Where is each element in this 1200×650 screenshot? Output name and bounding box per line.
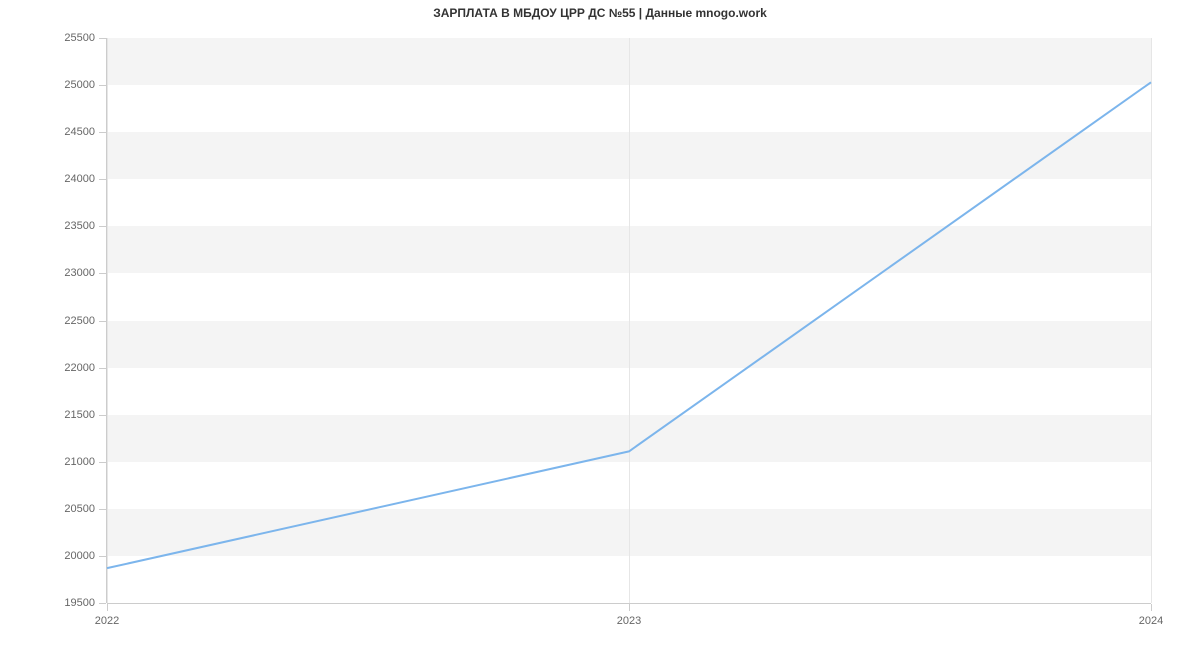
y-tick — [99, 85, 106, 86]
y-tick-label: 24500 — [35, 126, 95, 138]
y-tick — [99, 556, 106, 557]
y-tick — [99, 321, 106, 322]
y-tick-label: 24000 — [35, 173, 95, 185]
y-tick-label: 23000 — [35, 267, 95, 279]
y-tick-label: 19500 — [35, 597, 95, 609]
y-tick — [99, 462, 106, 463]
y-tick — [99, 226, 106, 227]
series-line-salary — [107, 82, 1151, 568]
chart-title: ЗАРПЛАТА В МБДОУ ЦРР ДС №55 | Данные mno… — [0, 6, 1200, 20]
series-layer — [107, 38, 1151, 603]
y-tick — [99, 509, 106, 510]
y-tick-label: 25500 — [35, 32, 95, 44]
y-tick-label: 21000 — [35, 456, 95, 468]
x-tick — [629, 604, 630, 611]
y-tick — [99, 415, 106, 416]
y-tick-label: 22500 — [35, 315, 95, 327]
x-tick — [107, 604, 108, 611]
y-tick — [99, 368, 106, 369]
y-tick — [99, 273, 106, 274]
gridline-vertical — [1151, 38, 1152, 603]
y-tick-label: 21500 — [35, 409, 95, 421]
y-tick-label: 23500 — [35, 220, 95, 232]
x-tick — [1151, 604, 1152, 611]
y-tick — [99, 132, 106, 133]
y-tick-label: 20000 — [35, 550, 95, 562]
y-tick-label: 25000 — [35, 79, 95, 91]
x-tick-label: 2022 — [95, 615, 119, 627]
y-tick — [99, 603, 106, 604]
y-tick-label: 22000 — [35, 362, 95, 374]
y-tick-label: 20500 — [35, 503, 95, 515]
plot-area: 1950020000205002100021500220002250023000… — [107, 38, 1151, 603]
y-tick — [99, 179, 106, 180]
salary-line-chart: ЗАРПЛАТА В МБДОУ ЦРР ДС №55 | Данные mno… — [0, 0, 1200, 650]
y-tick — [99, 38, 106, 39]
x-tick-label: 2024 — [1139, 615, 1163, 627]
x-tick-label: 2023 — [617, 615, 641, 627]
